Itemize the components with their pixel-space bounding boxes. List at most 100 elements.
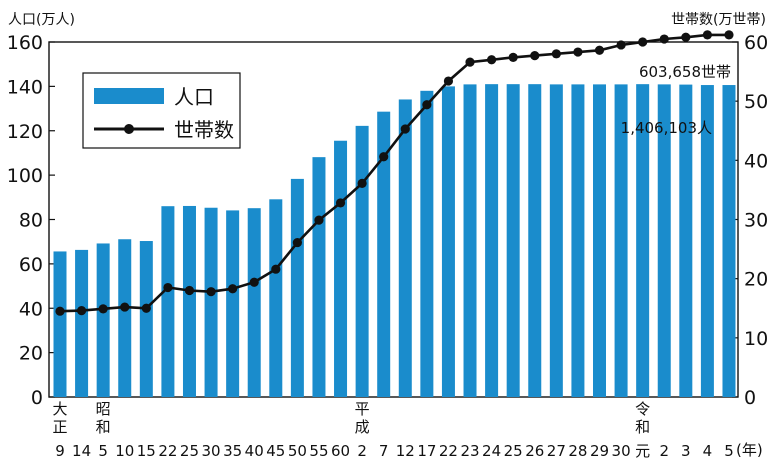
- population-bar: [53, 251, 67, 397]
- population-bar: [118, 239, 132, 397]
- household-point: [249, 277, 259, 287]
- x-tick-label: 60: [331, 442, 350, 460]
- x-tick-label: 27: [547, 442, 566, 460]
- y-right-tick-label: 10: [744, 328, 768, 350]
- y-left-tick-label: 100: [7, 165, 43, 187]
- x-tick-label: 30: [612, 442, 631, 460]
- x-tick-label: 14: [72, 442, 91, 460]
- y-left-tick-label: 60: [19, 254, 43, 276]
- annotation-households: 603,658世帯: [639, 63, 731, 81]
- legend-box: [82, 72, 241, 149]
- x-tick-label: 45: [266, 442, 285, 460]
- household-point: [357, 178, 367, 189]
- era-label: 和: [96, 418, 111, 436]
- population-bar: [96, 243, 110, 397]
- x-tick-label: 5: [98, 442, 108, 460]
- population-bar: [312, 157, 326, 397]
- y-left-tick-label: 140: [7, 76, 43, 98]
- household-point: [228, 284, 238, 294]
- x-tick-label: 55: [309, 442, 328, 460]
- population-bar: [75, 249, 89, 397]
- household-point: [379, 152, 389, 162]
- population-bar: [334, 140, 348, 397]
- era-label: 令: [635, 400, 650, 418]
- population-bar: [420, 90, 434, 397]
- population-bar: [139, 241, 153, 397]
- household-point: [314, 215, 324, 225]
- population-bar: [290, 178, 304, 397]
- population-bar: [722, 85, 736, 397]
- y-right-tick-label: 0: [744, 387, 756, 409]
- household-point: [271, 264, 281, 274]
- population-bar: [636, 84, 650, 397]
- y-left-tick-label: 20: [19, 343, 43, 365]
- household-point: [551, 49, 561, 59]
- household-point: [530, 51, 540, 61]
- x-tick-label: 35: [223, 442, 242, 460]
- x-tick-label: 2: [659, 442, 669, 460]
- household-point: [638, 37, 648, 47]
- household-point: [616, 40, 626, 50]
- y-left-tick-label: 80: [19, 210, 43, 232]
- household-point: [487, 55, 497, 65]
- population-bar: [463, 84, 477, 398]
- era-label: 和: [635, 418, 650, 436]
- household-point: [184, 285, 195, 296]
- y-right-tick-label: 30: [744, 210, 768, 232]
- x-tick-label: 22: [439, 442, 458, 460]
- household-point: [120, 302, 130, 312]
- y-axis-left-title: 人口(万人): [8, 12, 75, 28]
- household-point: [508, 52, 518, 62]
- legend-label-population: 人口: [174, 85, 214, 109]
- x-tick-label: 7: [379, 442, 389, 460]
- x-tick-label: 50: [288, 442, 307, 460]
- household-point: [465, 57, 475, 67]
- household-line: [55, 30, 734, 316]
- legend-bar-swatch: [94, 88, 164, 104]
- x-tick-label: 9: [55, 442, 65, 460]
- x-tick-label: 元: [635, 442, 650, 460]
- household-point: [443, 76, 454, 86]
- population-bar: [377, 111, 391, 397]
- population-bar: [441, 86, 455, 397]
- household-point: [335, 198, 346, 208]
- household-point: [141, 303, 151, 313]
- era-label: 正: [52, 418, 67, 436]
- x-axis-unit: (年): [736, 441, 763, 459]
- population-bar: [614, 84, 628, 398]
- household-point: [55, 306, 65, 316]
- y-axis-left: 0 20 40 60 80 100 120 140 160: [7, 32, 55, 409]
- legend-line-marker: [124, 124, 134, 134]
- x-tick-label: 5: [724, 442, 734, 460]
- household-point: [724, 30, 734, 40]
- household-point: [206, 287, 216, 297]
- x-tick-label: 28: [568, 442, 587, 460]
- x-tick-label: 23: [460, 442, 479, 460]
- x-tick-label: 25: [180, 442, 199, 460]
- x-axis-labels: 9 14 5 10 15 22 25 30 35 40 45 50 55 60 2 7 12 17 22 23 24 25…: [52, 400, 733, 460]
- legend-label-households: 世帯数: [174, 118, 234, 142]
- y-left-tick-label: 120: [7, 121, 43, 143]
- x-tick-label: 15: [137, 442, 156, 460]
- x-tick-label: 22: [158, 442, 177, 460]
- population-bar: [398, 99, 412, 397]
- era-label: 成: [355, 418, 370, 436]
- population-bar: [485, 84, 499, 397]
- population-bar: [528, 84, 542, 397]
- era-label: 平: [355, 400, 370, 418]
- population-bar: [161, 206, 175, 397]
- household-point: [702, 30, 713, 40]
- x-tick-label: 25: [504, 442, 523, 460]
- y-right-tick-label: 20: [744, 269, 768, 291]
- legend: 人口 世帯数: [82, 72, 241, 149]
- household-point: [292, 237, 302, 248]
- population-bar: [549, 84, 563, 398]
- population-bar: [571, 84, 585, 398]
- household-point: [163, 282, 173, 293]
- x-tick-label: 29: [590, 442, 609, 460]
- y-axis-right: 0 10 20 30 40 50 60: [732, 32, 768, 409]
- x-tick-label: 30: [202, 442, 221, 460]
- household-point: [573, 47, 583, 57]
- household-point: [681, 32, 691, 42]
